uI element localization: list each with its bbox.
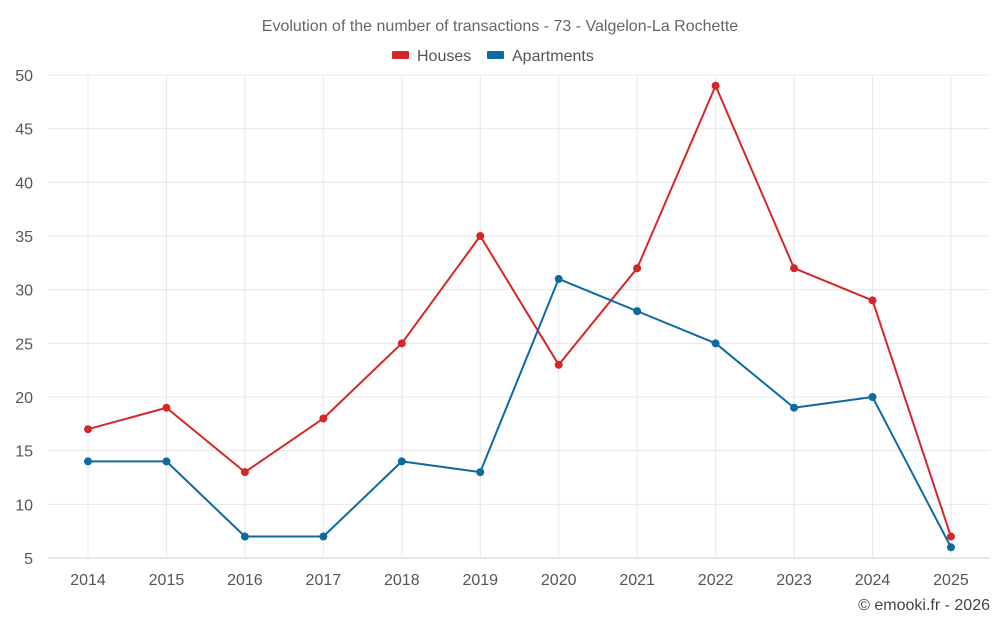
legend-label-apartments[interactable]: Apartments — [512, 48, 594, 65]
y-tick-label: 45 — [15, 122, 33, 139]
data-point-houses[interactable] — [554, 360, 563, 369]
x-tick-label: 2014 — [70, 572, 106, 589]
x-tick-label: 2022 — [698, 572, 734, 589]
data-point-apartments[interactable] — [554, 274, 563, 283]
data-point-apartments[interactable] — [240, 532, 249, 541]
data-point-apartments[interactable] — [711, 339, 720, 348]
y-tick-label: 35 — [15, 229, 33, 246]
x-tick-label: 2018 — [384, 572, 420, 589]
grid — [48, 74, 990, 559]
data-point-apartments[interactable] — [84, 457, 92, 466]
x-tick-label: 2024 — [855, 572, 891, 589]
data-point-apartments[interactable] — [319, 532, 328, 541]
data-point-houses[interactable] — [240, 468, 249, 477]
data-point-apartments[interactable] — [476, 468, 485, 477]
data-point-apartments[interactable] — [868, 393, 877, 401]
data-point-apartments[interactable] — [162, 457, 171, 466]
y-tick-label: 20 — [15, 390, 33, 407]
data-point-houses[interactable] — [84, 425, 92, 434]
data-point-apartments[interactable] — [397, 457, 406, 466]
y-tick-label: 40 — [15, 175, 33, 192]
chart-title: Evolution of the number of transactions … — [262, 18, 739, 35]
data-point-houses[interactable] — [946, 532, 955, 541]
data-point-houses[interactable] — [397, 339, 406, 348]
x-tick-label: 2025 — [933, 572, 969, 589]
x-tick-label: 2017 — [306, 572, 342, 589]
data-point-apartments[interactable] — [946, 543, 955, 552]
legend-swatch-houses — [392, 51, 409, 59]
y-tick-label: 10 — [15, 497, 33, 514]
y-tick-label: 25 — [15, 336, 33, 353]
credit-text: © emooki.fr - 2026 — [858, 597, 990, 614]
data-point-houses[interactable] — [868, 296, 877, 305]
legend: Houses Apartments — [392, 48, 594, 65]
y-tick-label: 30 — [15, 283, 33, 300]
y-tick-label: 5 — [24, 551, 33, 568]
y-axis-ticks: 5 10 15 20 25 30 35 40 45 50 — [15, 68, 33, 568]
x-tick-label: 2023 — [776, 572, 812, 589]
series-line-apartments — [88, 277, 952, 548]
data-point-houses[interactable] — [476, 232, 485, 240]
data-point-houses[interactable] — [319, 414, 328, 423]
data-point-houses[interactable] — [790, 264, 799, 273]
x-axis-ticks: 2014 2015 2016 2017 2018 2019 2020 2021 2022 2023… — [70, 572, 969, 589]
x-tick-label: 2021 — [619, 572, 655, 589]
y-tick-label: 15 — [15, 444, 33, 461]
data-point-houses[interactable] — [711, 81, 720, 90]
data-point-apartments[interactable] — [790, 403, 799, 412]
series-line-houses — [87, 84, 952, 537]
x-tick-label: 2020 — [541, 572, 577, 589]
data-point-houses[interactable] — [162, 403, 171, 412]
legend-label-houses[interactable]: Houses — [417, 48, 471, 65]
x-tick-label: 2016 — [227, 572, 263, 589]
y-tick-label: 50 — [15, 68, 33, 85]
data-point-apartments[interactable] — [633, 307, 642, 316]
legend-swatch-apartments — [487, 51, 504, 59]
series-group — [84, 81, 955, 552]
x-tick-label: 2019 — [462, 572, 498, 589]
data-point-houses[interactable] — [633, 264, 642, 273]
x-tick-label: 2015 — [149, 572, 185, 589]
